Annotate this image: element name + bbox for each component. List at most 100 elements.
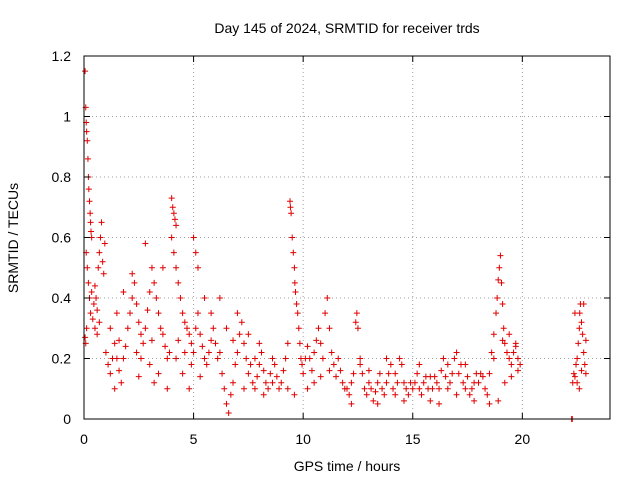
data-point	[440, 355, 447, 362]
data-point	[120, 288, 127, 295]
data-point	[466, 391, 473, 398]
data-point	[88, 288, 95, 295]
data-point	[192, 325, 199, 332]
data-point	[514, 355, 521, 362]
data-point	[488, 349, 495, 356]
data-point	[453, 349, 460, 356]
data-point	[383, 355, 390, 362]
data-point	[313, 337, 320, 344]
data-point	[273, 373, 280, 380]
x-tick-label: 15	[405, 431, 421, 447]
data-point	[87, 210, 94, 217]
data-point	[102, 349, 109, 356]
data-point	[508, 373, 515, 380]
data-point	[517, 361, 524, 368]
data-point	[376, 370, 383, 377]
data-point	[447, 379, 454, 386]
data-point	[153, 295, 160, 301]
x-tick-label: 10	[295, 431, 311, 447]
data-point	[113, 310, 120, 317]
data-point	[350, 370, 357, 377]
data-point	[188, 340, 195, 347]
data-point	[142, 325, 149, 332]
data-point	[291, 264, 298, 271]
data-point	[403, 385, 410, 392]
data-point	[453, 391, 460, 398]
data-point	[278, 379, 285, 386]
data-point	[392, 391, 399, 398]
data-point	[365, 367, 372, 374]
data-point	[580, 349, 587, 356]
data-point	[427, 373, 434, 380]
data-point	[284, 340, 291, 347]
data-point	[390, 385, 397, 392]
data-point	[197, 331, 204, 338]
data-point	[199, 343, 206, 350]
data-point	[363, 391, 370, 398]
data-point	[495, 276, 502, 283]
data-point	[82, 68, 89, 75]
data-point	[265, 385, 272, 392]
data-point	[499, 301, 506, 308]
data-point	[216, 295, 223, 301]
data-point	[398, 361, 405, 368]
data-point	[85, 186, 92, 193]
data-point	[116, 337, 123, 344]
data-point	[238, 319, 245, 326]
data-point	[94, 307, 101, 314]
data-point	[383, 379, 390, 386]
data-point	[245, 370, 252, 377]
x-tick-label: 20	[515, 431, 531, 447]
data-point	[436, 400, 443, 407]
x-axis-label: GPS time / hours	[294, 458, 401, 474]
data-point	[208, 310, 215, 317]
data-point	[451, 355, 458, 362]
data-point	[164, 385, 171, 392]
data-point	[245, 331, 252, 338]
data-point	[173, 222, 180, 229]
data-point	[486, 370, 493, 377]
data-point	[100, 270, 107, 277]
data-point	[133, 301, 140, 308]
data-point	[210, 325, 217, 332]
data-point	[326, 325, 333, 332]
data-point	[148, 264, 155, 271]
data-point	[84, 137, 91, 144]
data-point	[203, 361, 210, 368]
data-point	[508, 361, 515, 368]
data-point	[573, 361, 580, 368]
data-point	[129, 295, 136, 301]
data-point	[579, 331, 586, 338]
data-point	[293, 301, 300, 308]
data-point	[93, 295, 100, 301]
data-point	[107, 325, 114, 332]
data-point	[571, 373, 578, 380]
data-point	[352, 319, 359, 326]
data-point	[122, 343, 129, 350]
x-tick-label: 0	[80, 431, 88, 447]
data-point	[418, 391, 425, 398]
data-point	[159, 264, 166, 271]
data-point	[111, 385, 118, 392]
data-point	[292, 288, 299, 295]
data-point	[137, 355, 144, 362]
y-tick-label: 0.4	[52, 290, 72, 306]
data-point	[311, 349, 318, 356]
data-point	[582, 337, 589, 344]
data-point	[159, 331, 166, 338]
data-point	[357, 355, 364, 362]
data-point	[91, 325, 98, 332]
data-point	[256, 340, 263, 347]
data-point	[282, 355, 289, 362]
data-point	[300, 370, 307, 377]
data-point	[236, 331, 243, 338]
data-point	[192, 249, 199, 256]
data-point	[194, 264, 201, 271]
data-point	[95, 264, 102, 271]
data-point	[135, 373, 142, 380]
data-point	[359, 370, 366, 377]
data-point	[368, 385, 375, 392]
chart-title: Day 145 of 2024, SRMTID for receiver trd…	[214, 20, 479, 36]
data-point	[171, 216, 178, 223]
data-point	[379, 385, 386, 392]
